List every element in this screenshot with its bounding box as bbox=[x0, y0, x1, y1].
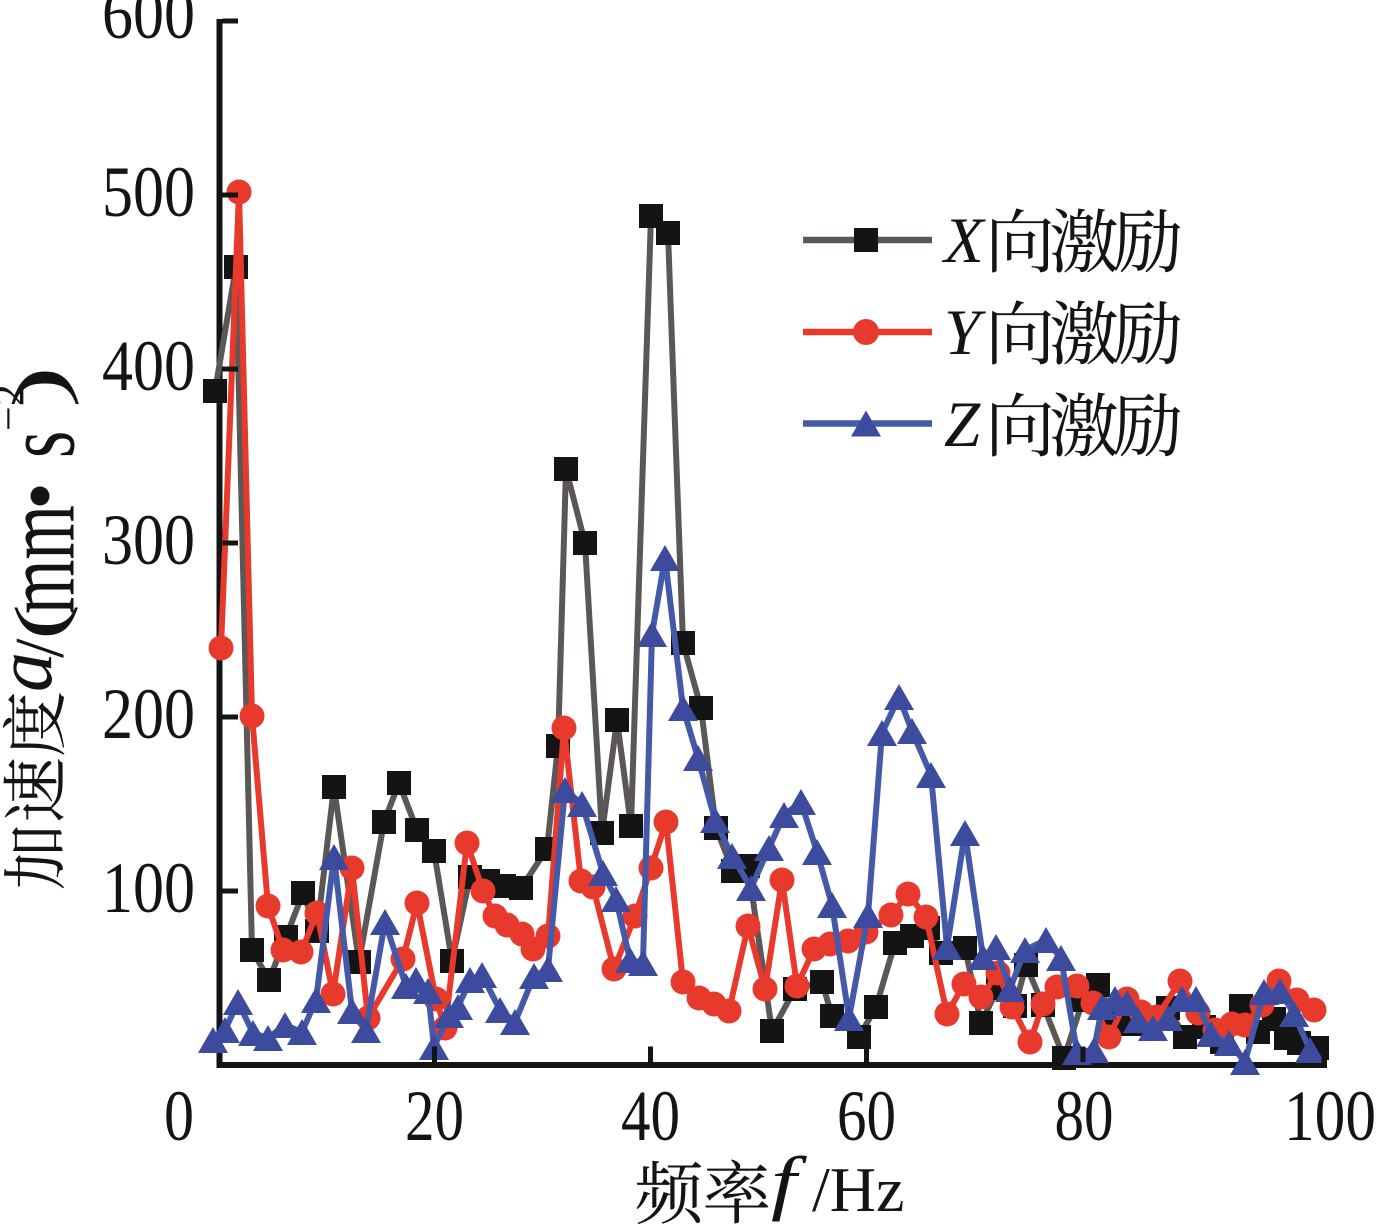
svg-text:mm: mm bbox=[0, 505, 96, 614]
svg-text:0: 0 bbox=[164, 1076, 194, 1156]
svg-text:/Hz: /Hz bbox=[812, 1154, 904, 1225]
svg-text:40: 40 bbox=[621, 1076, 680, 1156]
svg-text:500: 500 bbox=[102, 152, 195, 232]
svg-text:60: 60 bbox=[837, 1076, 896, 1156]
svg-text:X: X bbox=[941, 205, 986, 277]
svg-text:s: s bbox=[0, 431, 96, 458]
svg-text:20: 20 bbox=[405, 1076, 464, 1156]
svg-text:80: 80 bbox=[1055, 1076, 1114, 1156]
svg-text:a: a bbox=[0, 652, 69, 692]
svg-text:/: / bbox=[2, 638, 79, 658]
svg-text:−2: −2 bbox=[0, 384, 33, 431]
svg-text:400: 400 bbox=[102, 326, 195, 406]
svg-text:): ) bbox=[0, 366, 80, 408]
svg-text:100: 100 bbox=[102, 848, 195, 928]
svg-text:100: 100 bbox=[1284, 1076, 1376, 1156]
svg-text:200: 200 bbox=[102, 674, 195, 754]
svg-text:Y: Y bbox=[944, 297, 986, 369]
svg-text:Z: Z bbox=[944, 389, 981, 461]
svg-text:600: 600 bbox=[102, 0, 195, 54]
svg-text:(: ( bbox=[2, 604, 79, 640]
svg-text:300: 300 bbox=[102, 500, 195, 580]
